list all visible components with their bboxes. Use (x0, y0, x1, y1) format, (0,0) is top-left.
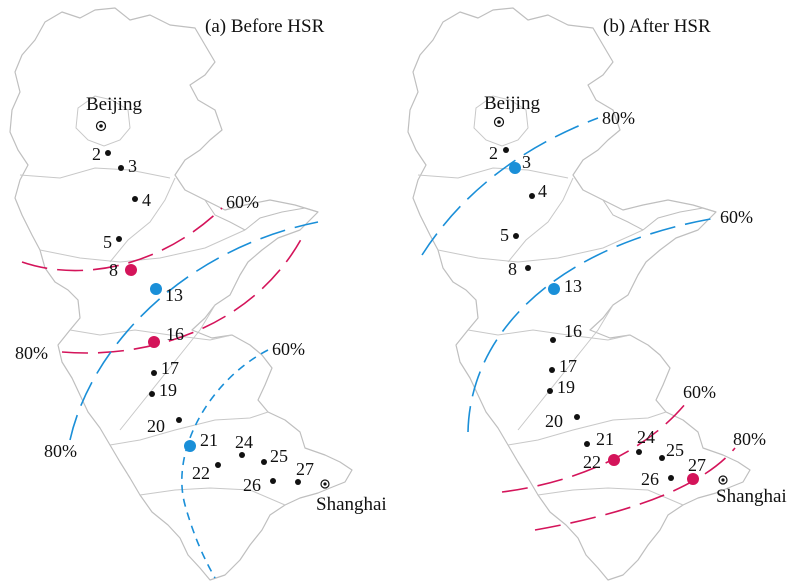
station-label: 8 (109, 260, 118, 280)
station: 3 (509, 152, 531, 174)
station: 25 (261, 446, 288, 466)
station: 26 (243, 475, 276, 495)
contour-label: 60% (683, 382, 716, 402)
station: 20 (147, 416, 182, 436)
station-label: 22 (192, 463, 210, 483)
contour-label: 80% (733, 429, 766, 449)
station: 2 (489, 143, 509, 163)
station-label: 20 (147, 416, 165, 436)
station: 8 (508, 259, 531, 279)
station: 22 (583, 452, 620, 472)
station-label: 8 (508, 259, 517, 279)
station-label: 26 (243, 475, 261, 495)
station-label: 2 (489, 143, 498, 163)
shanghai-marker (320, 479, 330, 489)
station: 26 (641, 469, 674, 489)
station: 8 (109, 260, 137, 280)
beijing-marker (95, 120, 107, 132)
station-label: 13 (564, 276, 582, 296)
station: 13 (150, 283, 183, 305)
contour-line (69, 221, 319, 441)
panel-title: (b) After HSR (603, 16, 711, 37)
city-label-shanghai: Shanghai (716, 486, 787, 507)
contour-label: 80% (15, 343, 48, 363)
city-label-beijing: Beijing (86, 94, 142, 115)
station: 24 (636, 427, 655, 455)
station-label: 2 (92, 144, 101, 164)
station-label: 5 (500, 225, 509, 245)
city-label-shanghai: Shanghai (316, 494, 387, 515)
station: 2 (92, 144, 111, 164)
station: 4 (132, 190, 151, 210)
station-label: 17 (559, 356, 577, 376)
station-label: 27 (296, 459, 314, 479)
station-label: 21 (200, 430, 218, 450)
station: 16 (148, 324, 184, 348)
station: 19 (547, 377, 575, 397)
station: 25 (659, 440, 684, 461)
panel-title: (a) Before HSR (205, 16, 325, 37)
station: 19 (149, 380, 177, 400)
station-label: 17 (161, 358, 179, 378)
beijing-marker (493, 116, 505, 128)
contour-label: 80% (602, 108, 635, 128)
station-label: 21 (596, 429, 614, 449)
station: 27 (295, 459, 314, 485)
station-label: 4 (538, 181, 547, 201)
contour-line (467, 217, 717, 433)
contour-label: 80% (44, 441, 77, 461)
contour-line (534, 447, 736, 531)
station-label: 5 (103, 232, 112, 252)
station-label: 19 (159, 380, 177, 400)
station-label: 19 (557, 377, 575, 397)
station-label: 22 (583, 452, 601, 472)
station: 27 (687, 455, 706, 485)
panel-after-hsr: (b) After HSR 80% 60% 60% 80% Beijing Sh… (407, 7, 787, 581)
station-label: 16 (564, 321, 582, 341)
station-label: 26 (641, 469, 659, 489)
station-label: 25 (270, 446, 288, 466)
contour-line (421, 117, 599, 256)
station: 5 (500, 225, 519, 245)
station: 21 (584, 429, 614, 449)
station: 24 (235, 432, 253, 458)
station: 21 (184, 430, 218, 452)
contour-label: 60% (720, 207, 753, 227)
station: 3 (118, 156, 137, 176)
station-label: 24 (235, 432, 253, 452)
contour-line (21, 207, 223, 272)
station-label: 16 (166, 324, 184, 344)
contour-label: 60% (226, 192, 259, 212)
station-label: 25 (666, 440, 684, 460)
contour-line (61, 231, 306, 354)
station-label: 24 (637, 427, 655, 447)
station: 17 (549, 356, 577, 376)
station: 13 (548, 276, 582, 296)
station: 5 (103, 232, 122, 252)
station: 16 (550, 321, 582, 343)
station: 20 (545, 411, 580, 431)
station-label: 20 (545, 411, 563, 431)
city-label-beijing: Beijing (484, 93, 540, 114)
station: 4 (529, 181, 547, 201)
station: 22 (192, 462, 221, 483)
contour-label: 60% (272, 339, 305, 359)
contour-line (181, 349, 269, 579)
station-label: 3 (128, 156, 137, 176)
station-label: 3 (522, 152, 531, 172)
panel-before-hsr: (a) Before HSR 60% 80% 80% 60% Beijing S… (9, 7, 387, 581)
station-label: 27 (688, 455, 706, 475)
station-label: 4 (142, 190, 151, 210)
station: 17 (151, 358, 179, 378)
station-label: 13 (165, 285, 183, 305)
shanghai-marker (718, 475, 728, 485)
